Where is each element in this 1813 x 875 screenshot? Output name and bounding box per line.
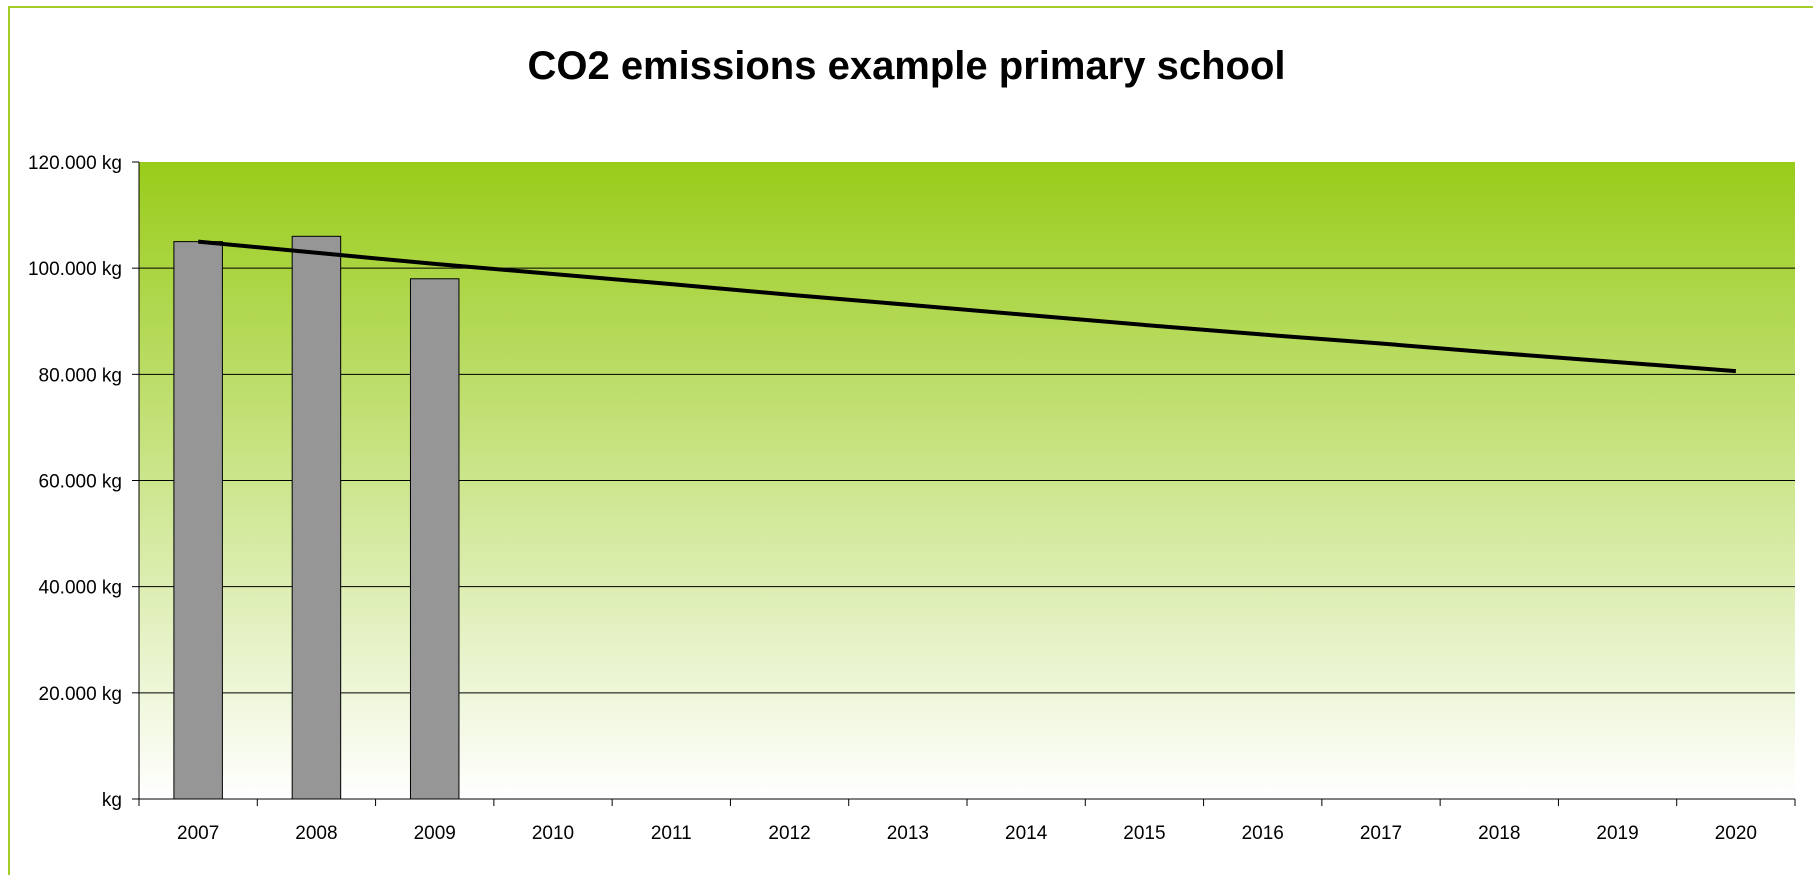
x-tick-label: 2012 — [768, 823, 810, 844]
x-tick-label: 2014 — [1005, 823, 1048, 844]
chart-title: CO2 emissions example primary school — [527, 44, 1286, 88]
x-tick-label: 2011 — [651, 823, 692, 844]
bar — [173, 241, 223, 800]
y-tick-label: 40.000 kg — [39, 578, 122, 599]
axes — [132, 161, 1796, 806]
x-tick-label: 2020 — [1715, 823, 1757, 844]
x-tick-label: 2017 — [1360, 823, 1402, 844]
x-tick-label: 2009 — [414, 823, 456, 844]
y-tick-label: 60.000 kg — [39, 472, 122, 493]
y-tick-label: 20.000 kg — [39, 684, 122, 705]
bar — [291, 235, 342, 800]
y-tick-label: 120.000 kg — [28, 153, 122, 174]
bar-series — [173, 235, 460, 800]
x-tick-label: 2010 — [532, 823, 574, 844]
trend-line — [197, 239, 1737, 374]
y-tick-label: 100.000 kg — [28, 259, 122, 280]
bar — [409, 278, 460, 800]
x-tick-label: 2013 — [887, 823, 929, 844]
x-tick-label: 2007 — [177, 823, 219, 844]
y-tick-label: kg — [102, 790, 122, 811]
y-tick-label: 80.000 kg — [39, 365, 122, 386]
x-tick-label: 2019 — [1596, 823, 1638, 844]
x-tick-label: 2015 — [1123, 823, 1165, 844]
x-tick-label: 2008 — [295, 823, 337, 844]
x-tick-label: 2018 — [1478, 823, 1520, 844]
trend-line-series — [197, 239, 1737, 374]
x-tick-label: 2016 — [1242, 823, 1284, 844]
tick-labels: kg 20.000 kg 40.000 kg 60.000 kg 80.000 kg 10… — [28, 153, 1757, 844]
